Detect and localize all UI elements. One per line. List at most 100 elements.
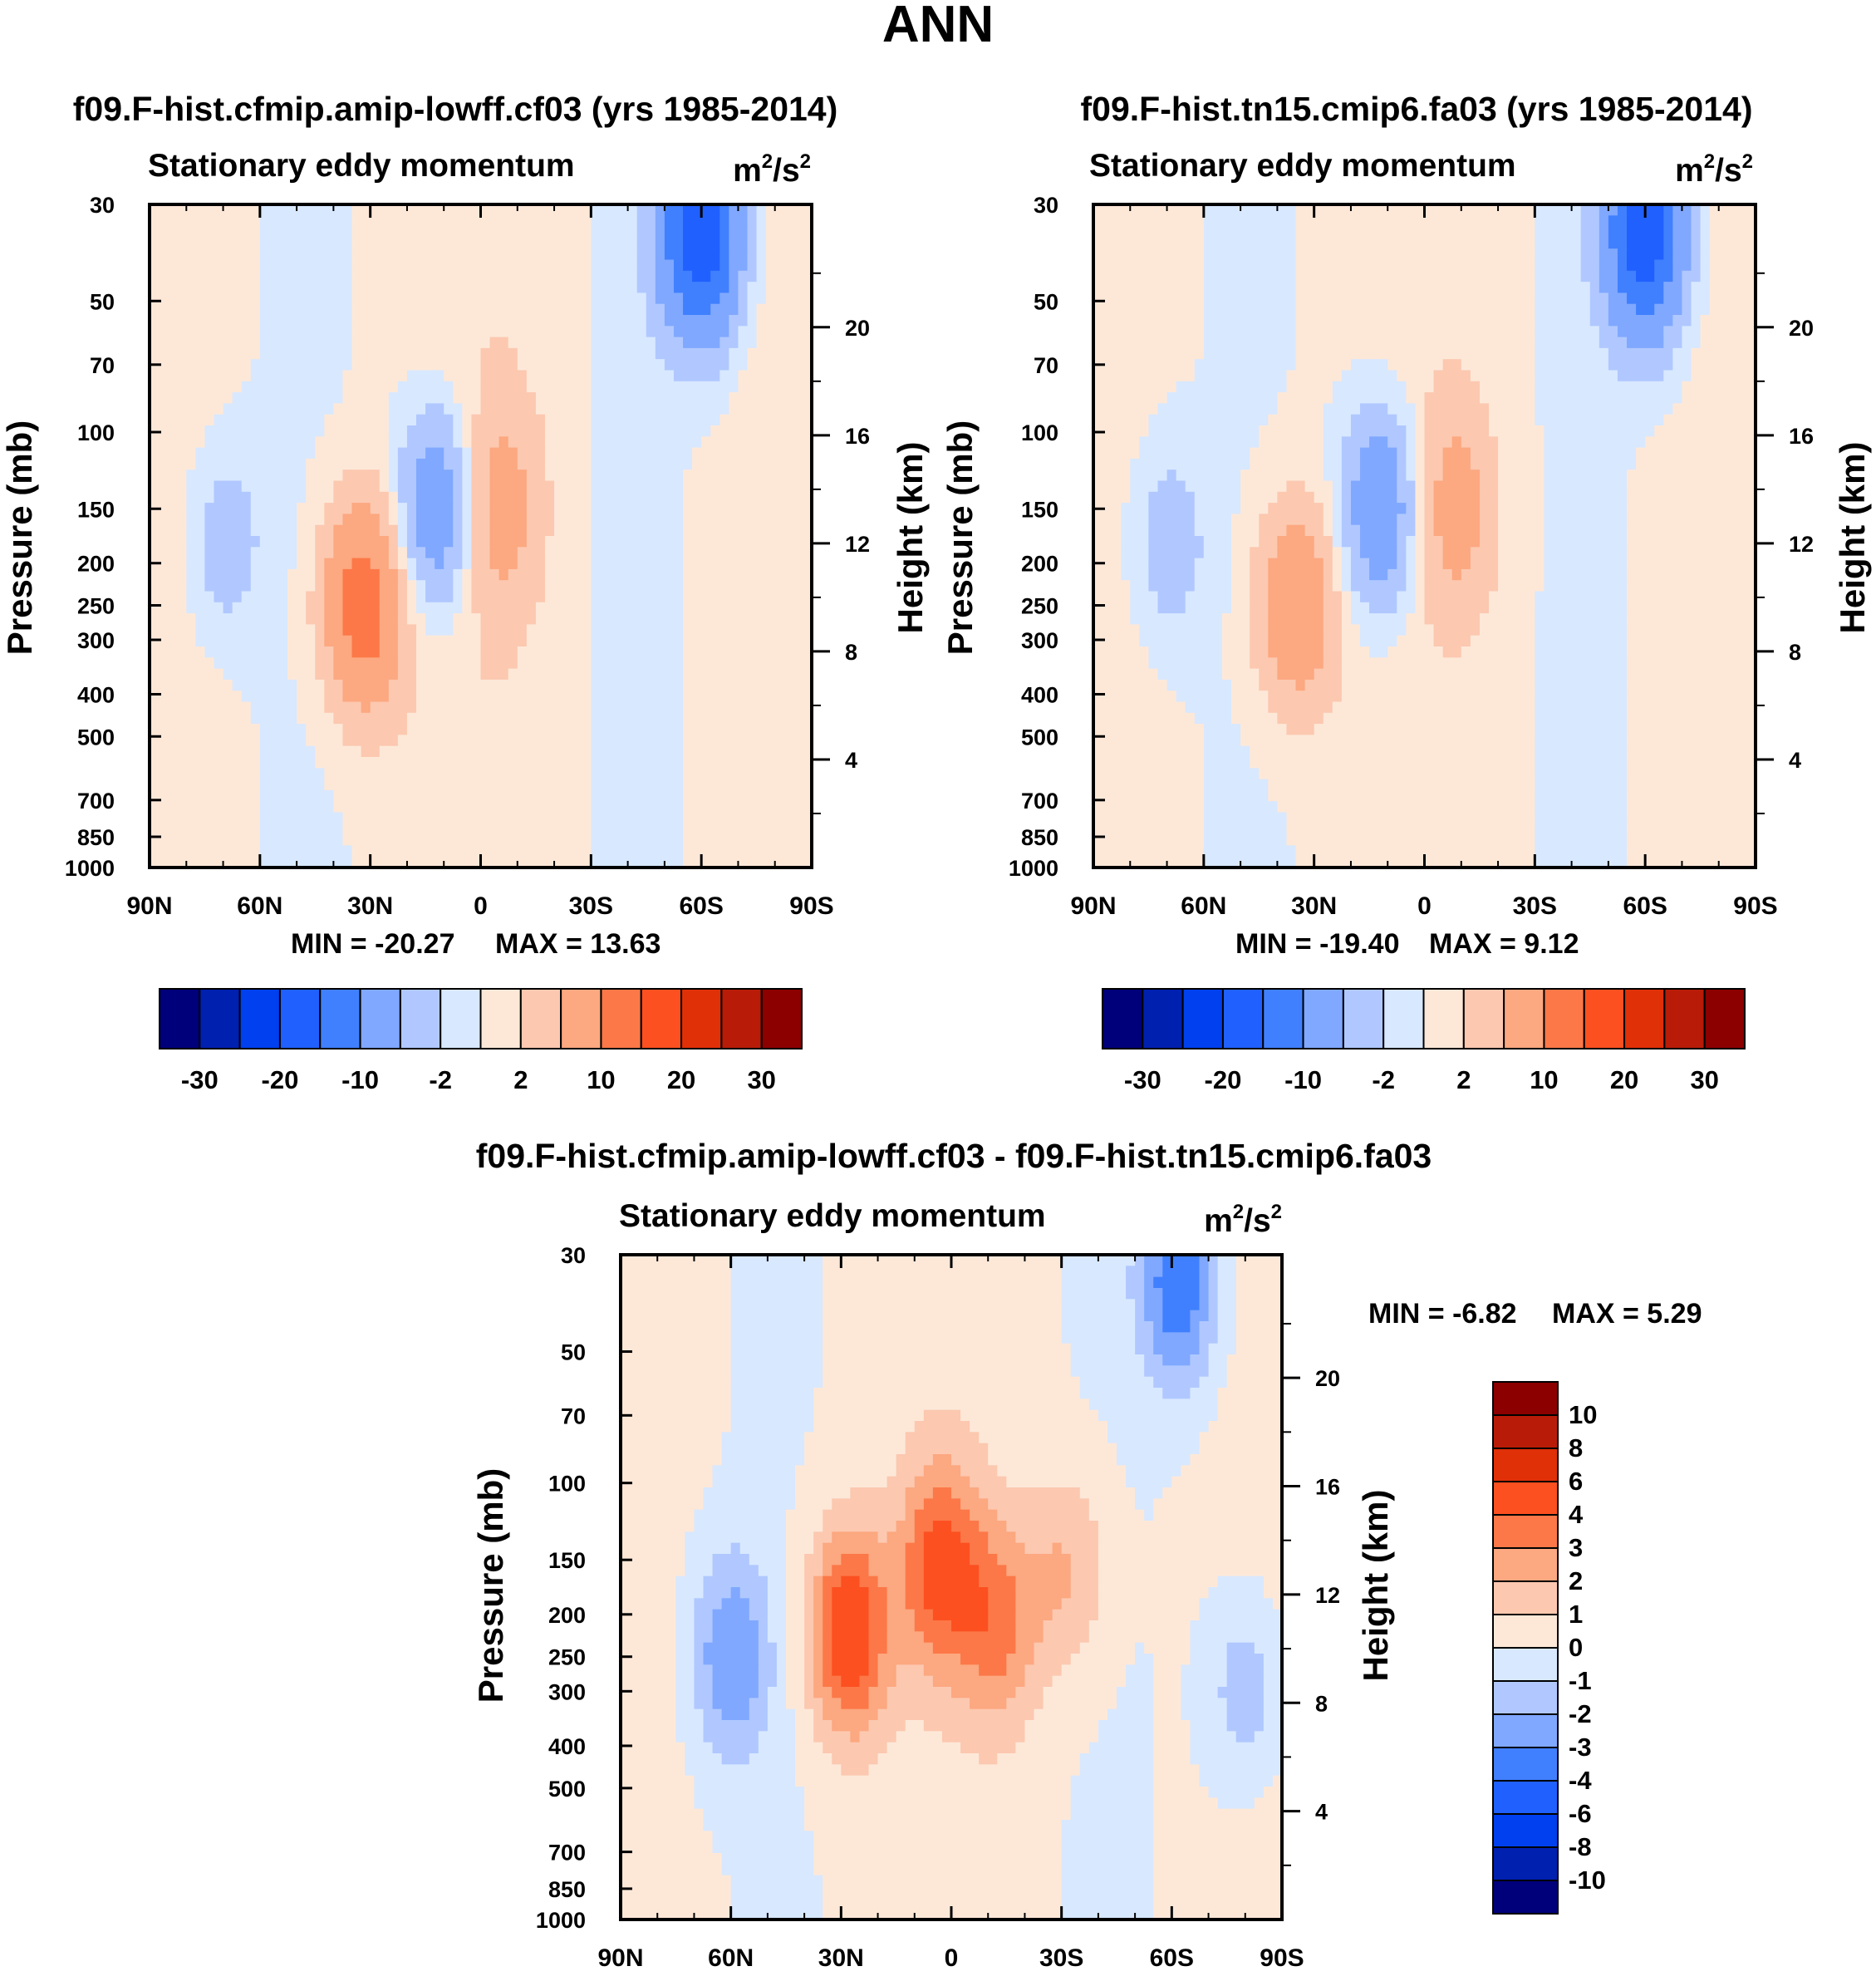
field-cell [195,691,206,703]
field-cell [186,845,196,858]
field-cell [204,259,215,272]
field-cell [333,381,344,393]
field-cell [673,580,684,592]
field-cell [747,701,758,714]
field-cell [655,834,665,846]
field-cell [627,657,638,670]
field-cell [406,568,417,581]
field-cell [544,303,555,316]
field-cell [268,337,279,349]
field-cell [287,436,297,449]
field-cell [435,436,444,449]
field-cell [168,326,178,338]
field-cell [342,248,353,261]
field-cell [563,315,573,327]
field-cell [259,370,270,382]
field-cell [719,547,729,559]
field-cell [435,226,444,238]
field-cell [351,381,362,393]
field-cell [692,392,702,404]
field-cell [747,635,758,647]
field-cell [342,315,353,327]
field-cell [241,403,252,415]
field-cell [287,768,297,780]
field-cell [793,381,803,393]
field-cell [444,768,454,780]
field-cell [186,602,196,614]
field-cell [297,226,307,238]
field-cell [572,204,582,216]
field-cell [315,337,325,349]
field-cell [406,712,417,725]
field-cell [406,834,417,846]
field-cell [241,436,252,449]
field-cell [582,248,592,261]
field-cell [241,701,252,714]
field-cell [397,215,408,228]
field-cell [1185,259,1196,272]
field-cell [297,447,307,460]
panel-b: f09.F-hist.tn15.cmip6.fa03 (yrs 1985-201… [940,90,1872,1094]
field-cell [241,480,252,493]
field-cell [306,392,316,404]
field-cell [186,303,196,316]
field-cell [250,613,261,625]
field-cell [1369,259,1379,272]
field-cell [517,646,528,658]
field-cell [397,757,408,769]
field-cell [361,845,371,858]
field-cell [435,701,444,714]
panel-a-units: m2/s2 [733,150,811,189]
y-tick-label: 700 [77,789,115,814]
field-cell [600,503,611,514]
field-cell [150,326,160,338]
field-cell [738,414,749,426]
field-cell [214,591,224,603]
field-cell [1470,215,1481,228]
field-cell [150,226,160,238]
field-cell [1682,215,1692,228]
field-cell [195,668,206,681]
field-cell [379,414,390,426]
field-cell [425,668,435,681]
field-cell [765,568,776,581]
field-cell [370,712,381,725]
field-cell [1645,248,1655,261]
field-cell [627,370,638,382]
field-cell [582,613,592,625]
field-cell [223,514,233,526]
field-cell [765,679,776,691]
field-cell [618,657,629,670]
field-cell [765,823,776,835]
field-cell [508,337,518,349]
field-cell [444,745,454,758]
field-cell [259,204,270,216]
field-cell [535,359,546,371]
field-cell [793,403,803,415]
field-cell [297,303,307,316]
field-cell [315,491,325,504]
field-cell [351,259,362,272]
field-cell [765,414,776,426]
field-cell [563,337,573,349]
panel-a-title: f09.F-hist.cfmip.amip-lowff.cf03 (yrs 19… [73,90,838,128]
field-cell [333,292,344,305]
field-cell [370,679,381,691]
field-cell [508,347,518,360]
field-cell [508,591,518,603]
field-cell [1350,248,1361,261]
field-cell [268,326,279,338]
field-cell [1341,237,1352,249]
field-cell [774,226,785,238]
field-cell [719,757,729,769]
field-cell [747,712,758,725]
field-cell [471,347,482,360]
field-cell [370,823,381,835]
field-cell [544,524,555,537]
field-cell [370,536,381,548]
field-cell [701,536,711,548]
field-cell [388,436,399,449]
field-cell [177,668,187,681]
field-cell [526,458,537,470]
field-cell [765,469,776,482]
